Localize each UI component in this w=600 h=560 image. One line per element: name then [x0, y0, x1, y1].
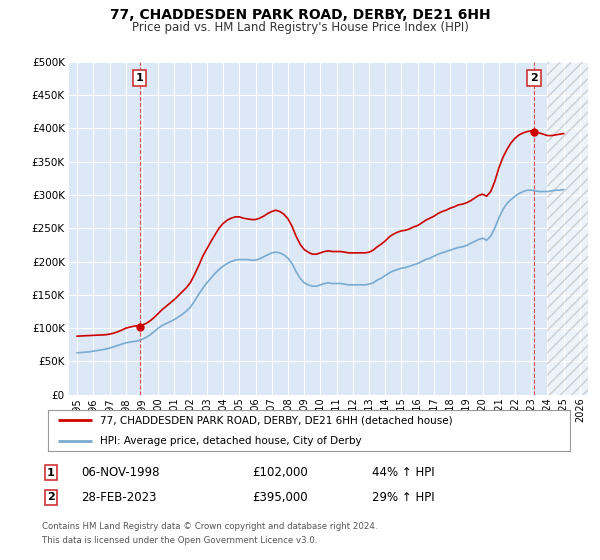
Text: HPI: Average price, detached house, City of Derby: HPI: Average price, detached house, City…	[100, 436, 362, 446]
Bar	[547, 62, 588, 395]
Text: This data is licensed under the Open Government Licence v3.0.: This data is licensed under the Open Gov…	[42, 536, 317, 545]
Text: £395,000: £395,000	[252, 491, 308, 504]
Text: 77, CHADDESDEN PARK ROAD, DERBY, DE21 6HH (detached house): 77, CHADDESDEN PARK ROAD, DERBY, DE21 6H…	[100, 415, 453, 425]
Text: 2: 2	[47, 492, 55, 502]
Text: 1: 1	[47, 468, 55, 478]
Text: Contains HM Land Registry data © Crown copyright and database right 2024.: Contains HM Land Registry data © Crown c…	[42, 522, 377, 531]
Text: 06-NOV-1998: 06-NOV-1998	[81, 466, 160, 479]
Text: 2: 2	[530, 73, 538, 83]
Text: 28-FEB-2023: 28-FEB-2023	[81, 491, 157, 504]
Text: 29% ↑ HPI: 29% ↑ HPI	[372, 491, 434, 504]
Text: Price paid vs. HM Land Registry's House Price Index (HPI): Price paid vs. HM Land Registry's House …	[131, 21, 469, 34]
Text: 77, CHADDESDEN PARK ROAD, DERBY, DE21 6HH: 77, CHADDESDEN PARK ROAD, DERBY, DE21 6H…	[110, 8, 490, 22]
Text: 44% ↑ HPI: 44% ↑ HPI	[372, 466, 434, 479]
Text: 1: 1	[136, 73, 143, 83]
Bar	[547, 62, 588, 395]
Text: £102,000: £102,000	[252, 466, 308, 479]
